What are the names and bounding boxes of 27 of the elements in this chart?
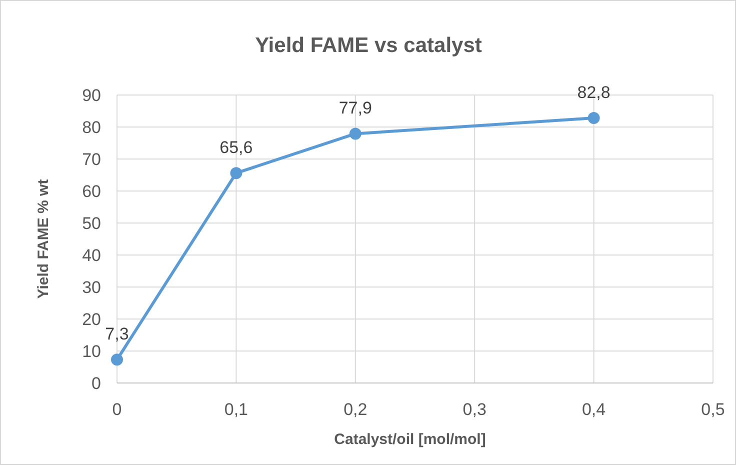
chart-title: Yield FAME vs catalyst [255, 34, 482, 57]
data-label: 77,9 [338, 98, 372, 118]
x-tick-label: 0,5 [701, 400, 725, 419]
x-tick-label: 0 [112, 400, 122, 419]
data-label: 7,3 [105, 324, 129, 344]
y-axis-title: Yield FAME % wt [35, 179, 52, 299]
point [349, 128, 362, 140]
y-tick-label: 20 [82, 310, 101, 329]
x-tick-label: 0,3 [462, 400, 486, 419]
y-tick-label: 50 [82, 214, 101, 233]
x-tick-label: 0,2 [344, 400, 368, 419]
data-label: 65,6 [220, 138, 253, 158]
y-tick-label: 80 [82, 118, 101, 137]
y-tick-label: 70 [82, 150, 101, 169]
y-tick-label: 60 [82, 182, 101, 201]
data-label: 82,8 [577, 83, 610, 102]
y-tick-label: 40 [82, 246, 101, 265]
y-tick-label: 10 [82, 342, 101, 361]
point [230, 167, 242, 180]
x-axis-title: Catalyst/oil [mol/mol] [334, 431, 486, 448]
x-tick-label: 0,1 [224, 400, 248, 419]
y-tick-label: 0 [92, 374, 101, 393]
y-tick-label: 90 [82, 86, 101, 105]
y-tick-label: 30 [82, 278, 101, 297]
x-tick-label: 0,4 [582, 400, 606, 419]
point [111, 354, 123, 366]
point [588, 112, 600, 124]
